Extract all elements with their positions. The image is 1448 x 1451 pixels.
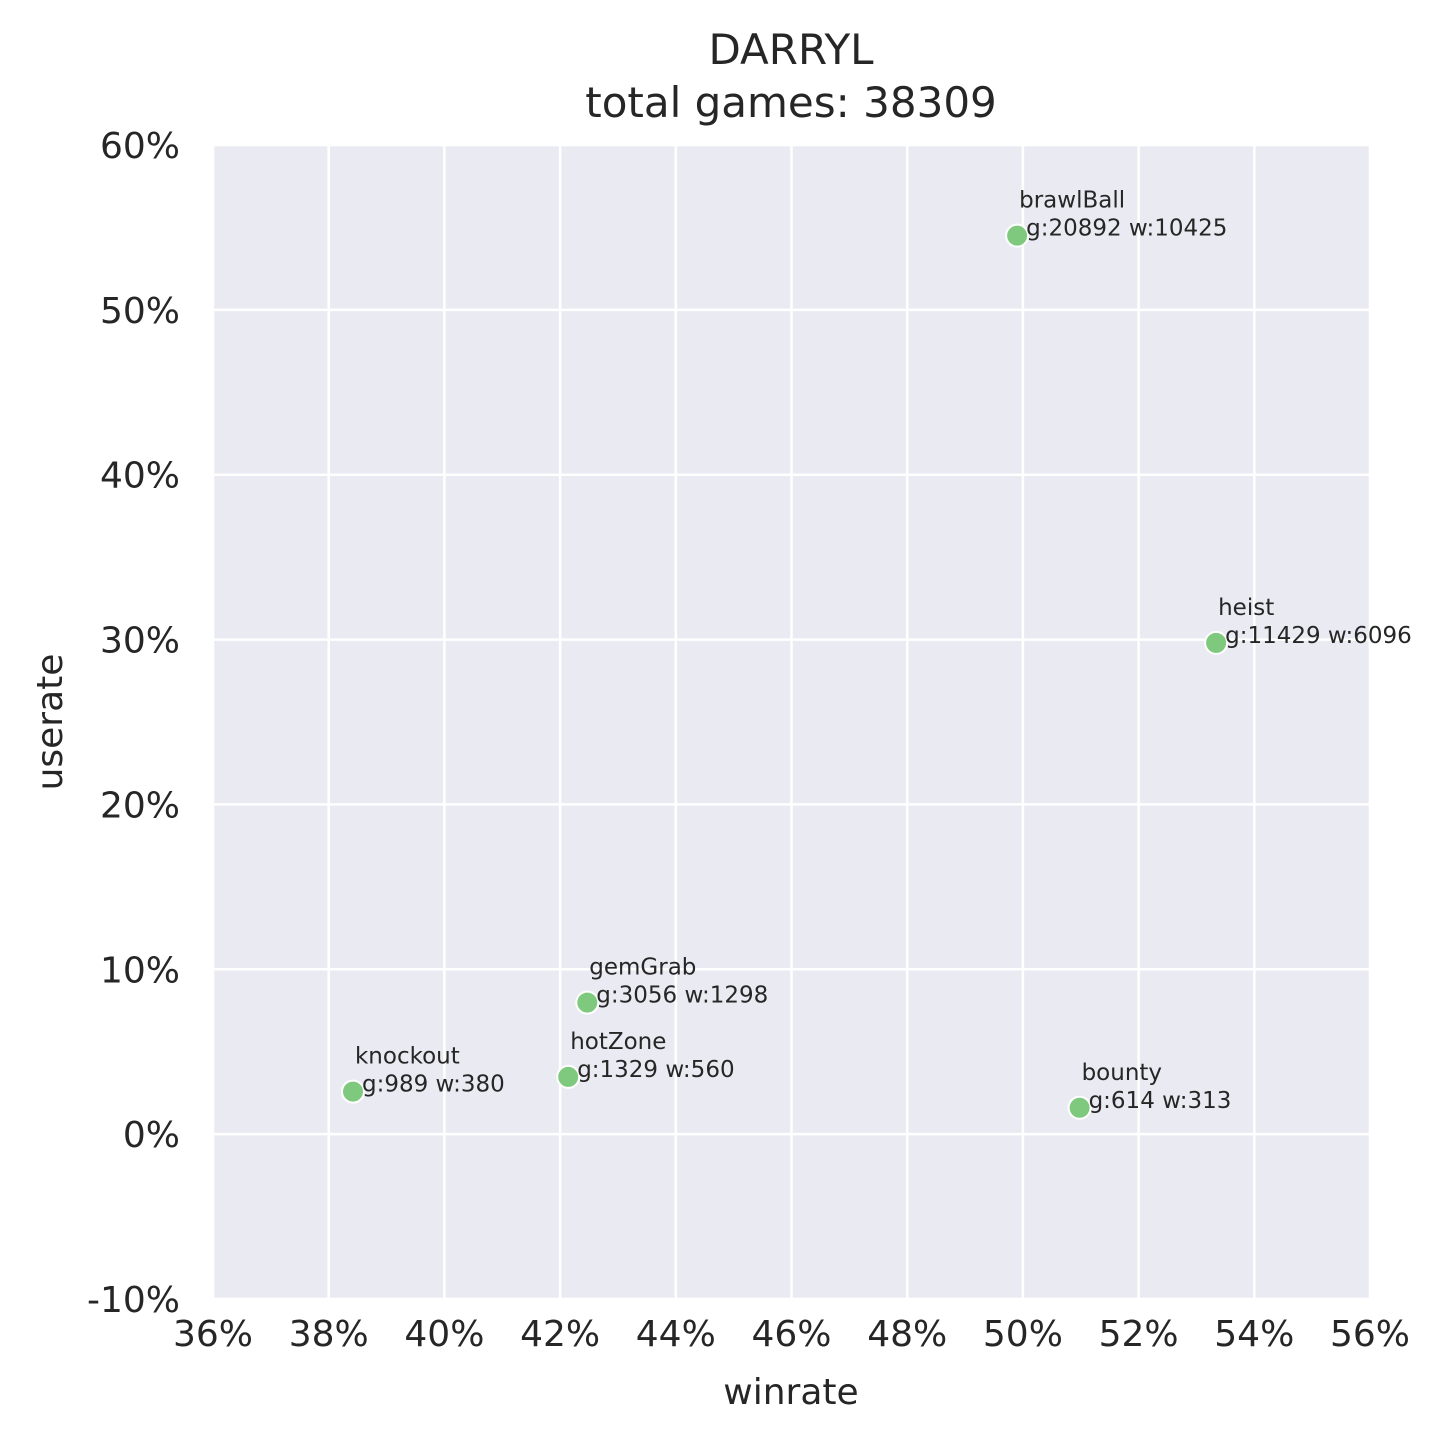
y-tick-label: 30%: [100, 621, 180, 662]
x-tick-label: 42%: [520, 1314, 600, 1355]
point-label-name: brawlBall: [1019, 188, 1125, 214]
x-tick-label: 54%: [1214, 1314, 1294, 1355]
point-label-info: g:1329 w:560: [577, 1057, 734, 1083]
y-tick-label: 0%: [123, 1115, 180, 1156]
x-tick-label: 48%: [867, 1314, 947, 1355]
point-label-name: gemGrab: [589, 955, 696, 981]
x-tick-label: 50%: [983, 1314, 1063, 1355]
x-tick-label: 36%: [173, 1314, 253, 1355]
y-tick-label: 50%: [100, 291, 180, 332]
point-label-info: g:20892 w:10425: [1026, 216, 1227, 242]
x-tick-label: 40%: [404, 1314, 484, 1355]
data-point: [1204, 630, 1229, 655]
y-tick-label: 10%: [100, 950, 180, 991]
y-tick-label: 40%: [100, 456, 180, 497]
y-tick-label: 60%: [100, 126, 180, 167]
point-label-info: g:989 w:380: [362, 1072, 505, 1098]
y-tick-labels: -10% 0% 10% 20% 30% 40% 50% 60%: [87, 126, 180, 1321]
point-label-name: bounty: [1082, 1060, 1162, 1086]
y-tick-label: -10%: [87, 1280, 180, 1321]
chart-subtitle: total games: 38309: [585, 78, 997, 127]
point-label-info: g:11429 w:6096: [1225, 623, 1412, 649]
x-tick-label: 56%: [1330, 1314, 1410, 1355]
data-point: [1005, 223, 1030, 248]
y-axis-label: userate: [30, 654, 71, 791]
data-point: [1067, 1095, 1092, 1120]
data-point: [575, 990, 600, 1015]
data-points: [340, 223, 1229, 1120]
x-axis-label: winrate: [723, 1372, 858, 1413]
y-tick-label: 20%: [100, 785, 180, 826]
x-tick-label: 38%: [289, 1314, 369, 1355]
x-tick-labels: 36% 38% 40% 42% 44% 46% 48% 50% 52% 54% 56%: [173, 1314, 1410, 1355]
data-point: [556, 1064, 581, 1089]
point-label-info: g:614 w:313: [1089, 1088, 1232, 1114]
grid: [211, 143, 1372, 1301]
x-tick-label: 46%: [751, 1314, 831, 1355]
point-label-name: knockout: [355, 1044, 460, 1070]
data-point: [340, 1079, 365, 1104]
point-label-name: heist: [1218, 595, 1274, 621]
x-tick-label: 52%: [1099, 1314, 1179, 1355]
point-label-name: hotZone: [570, 1029, 666, 1055]
chart-title: DARRYL: [708, 25, 874, 74]
point-label-info: g:3056 w:1298: [596, 983, 768, 1009]
x-tick-label: 44%: [636, 1314, 716, 1355]
